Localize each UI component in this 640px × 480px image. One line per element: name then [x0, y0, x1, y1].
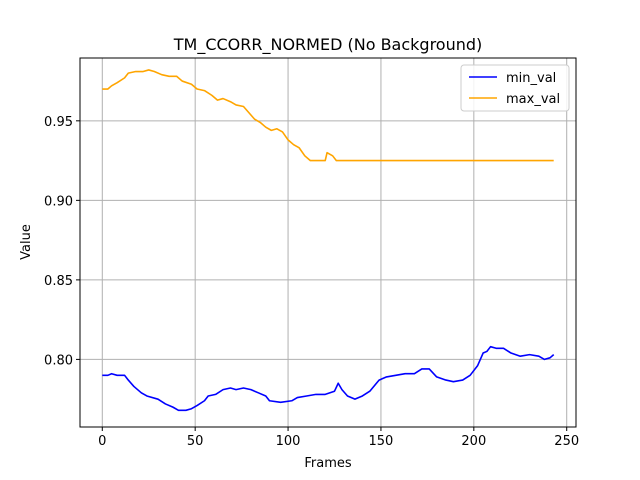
series-line-max-val — [102, 69, 554, 162]
legend: min_val max_val — [460, 64, 570, 112]
plot-frame — [79, 57, 577, 428]
x-tick-label: 250 — [554, 434, 579, 449]
x-tick-label: 150 — [369, 434, 394, 449]
x-tick-label: 100 — [276, 434, 301, 449]
legend-label-max-val: max_val — [506, 92, 560, 107]
y-tick-label: 0.90 — [44, 194, 73, 209]
y-tick-label: 0.85 — [44, 274, 73, 289]
y-axis-label: Value — [19, 224, 34, 260]
legend-label-min-val: min_val — [506, 71, 556, 86]
series-line-min-val — [102, 345, 555, 412]
series-lines — [102, 69, 555, 412]
chart-title: TM_CCORR_NORMED (No Background) — [173, 35, 483, 55]
x-tick-label: 200 — [461, 434, 486, 449]
y-tick-label: 0.95 — [44, 115, 73, 130]
y-tick-label: 0.80 — [44, 353, 73, 368]
grid-lines — [80, 58, 576, 427]
x-tick-label: 0 — [98, 434, 106, 449]
x-axis-label: Frames — [304, 456, 352, 471]
axis-ticks: 0 50 100 150 200 250 0.80 0.85 0.90 0.95 — [44, 115, 579, 449]
x-tick-label: 50 — [187, 434, 204, 449]
